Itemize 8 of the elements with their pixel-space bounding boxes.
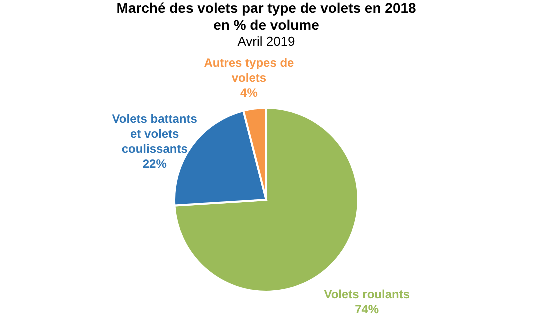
data-label: 4% [240,86,258,100]
data-label: 22% [142,156,168,171]
chart-subtitle: Avril 2019 [238,34,296,50]
chart-title: Marché des volets par type de volets en 2018 en % de volume [116,0,417,34]
data-label: 74% [355,302,380,316]
slice-label: Volets roulants [324,287,410,302]
slice-label: Autres types de volets [204,56,295,86]
slice-label: Volets battants et volets coulissants [112,112,198,156]
